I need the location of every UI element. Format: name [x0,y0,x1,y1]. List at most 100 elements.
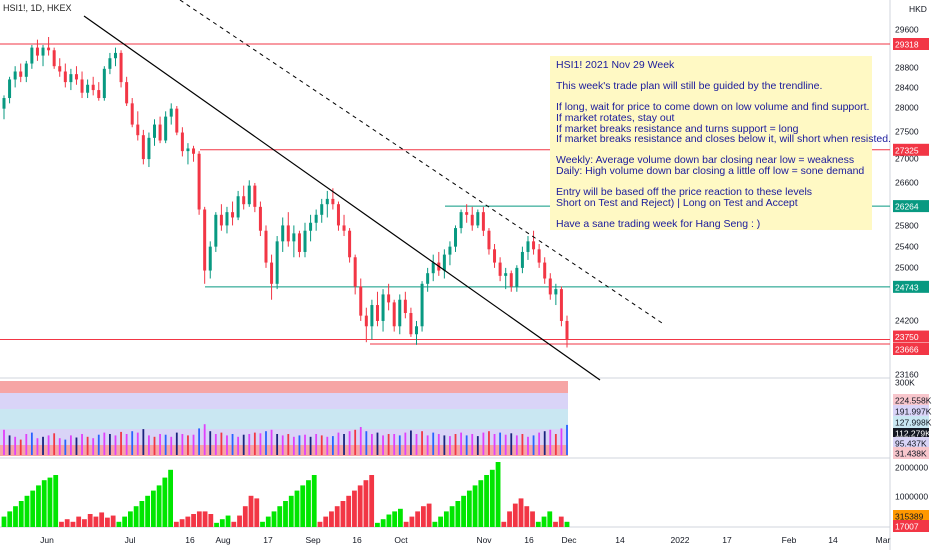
wave-bar [87,514,93,527]
wave-bar [352,490,357,527]
wave-tick: 2000000 [895,463,928,473]
volume-bar [527,436,529,455]
wave-bar [179,519,185,527]
volume-bar [521,434,524,455]
volume-label: 31.438K [895,449,927,459]
wave-bar [340,501,346,527]
wave-bar [24,495,30,527]
price-label-bg [893,280,929,293]
price-label-bg [893,38,929,50]
volume-bar [192,434,195,455]
wave-bar [518,498,524,527]
candle-body [270,262,274,284]
wave-bar [380,519,386,527]
candle-body [515,267,519,287]
wave-bar [36,485,41,527]
candle-body [214,214,218,247]
volume-bar [220,432,223,455]
wave-bar [426,503,432,527]
trade-plan-note[interactable]: HSI1! 2021 Nov 29 Week This week's trade … [550,56,891,230]
candle-body [158,124,162,141]
wave-bar [99,512,105,527]
trendline-solid[interactable] [83,15,601,381]
wave-bar [449,506,455,527]
candle-body [520,251,524,268]
volume-bar [454,434,457,455]
candle-body [141,135,145,160]
candle-body [231,212,235,218]
candle-body [242,196,246,205]
volume-bar [209,431,212,455]
wave-bar [139,501,145,527]
price-tick: 23160 [895,370,919,380]
time-tick: 17 [722,535,732,545]
volume-bar [109,434,111,455]
volume-tick: 112.279K [895,429,931,439]
volume-label: 95.437K [895,439,927,449]
wave-bar [196,511,202,527]
price-label-bg [893,330,929,343]
candle-body [180,132,184,152]
axes: 29600 28800 28400 28000 27500 27000 26600 25800… [40,4,932,545]
volume-bar [103,432,106,455]
candle-body [465,212,469,215]
volume-bar [231,434,234,455]
wave-bar [392,511,398,527]
volume-bar [393,434,396,455]
volume-bar [549,429,552,455]
volume-bar [488,431,490,455]
price-tick: 28800 [895,63,919,73]
candle-body [532,241,536,250]
price-tick: 28000 [895,103,919,113]
volume-bar [415,434,418,455]
wave-label-bg [893,520,929,532]
time-tick: 2022 [671,535,690,545]
candle-body [203,209,207,271]
trendline-dashed[interactable] [179,0,666,326]
trendlines [83,0,666,381]
note-line: Have a sane trading week for Hang Seng :… [556,217,761,230]
volume-bar [510,433,513,455]
wave-bar [156,485,162,527]
volume-bar [136,432,139,455]
candle-body [108,58,112,69]
volume-bar [81,434,83,455]
candle-body [336,204,340,226]
wave-bar [59,521,64,527]
wave-bar [478,480,484,527]
volume-band-inner [0,409,568,429]
wave-pane [1,462,570,527]
candle-body [52,50,56,67]
candle-body [2,98,6,109]
wave-bar [357,485,363,527]
wave-bar [105,517,110,527]
candle-body [97,90,101,99]
wave-label: 315389 [895,512,924,522]
wave-bar [237,515,242,527]
wave-bar [420,506,426,527]
volume-bar [64,439,67,455]
volume-bar [203,424,206,455]
wave-bar [438,516,444,527]
wave-bar [225,515,231,527]
time-tick: Jun [40,535,54,545]
wave-bar [375,522,380,527]
volume-bar [460,432,462,455]
volume-label-bg [893,394,929,406]
price-tick: 27000 [895,154,919,164]
wave-bar [484,475,489,527]
volume-tick-bg [893,427,929,439]
price-label-bg [893,343,929,355]
price-tick: 27500 [895,127,919,137]
note-line: If market rotates, stay out [556,111,675,124]
wave-bar [397,508,403,527]
wave-bar [553,521,558,527]
wave-bar [53,475,59,527]
price-label: 26264 [895,202,919,212]
price-tick: 25800 [895,221,919,231]
wave-bar [219,519,225,527]
volume-bar [30,432,33,455]
candle-body [86,84,90,93]
